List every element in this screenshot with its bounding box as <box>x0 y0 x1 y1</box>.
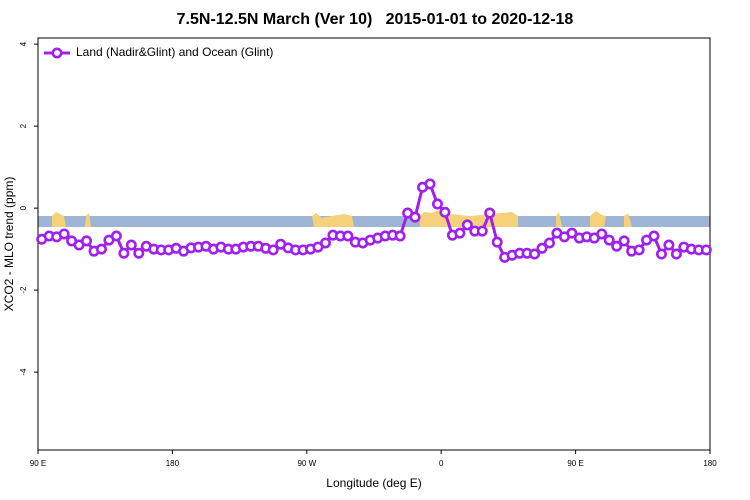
data-point <box>58 228 70 240</box>
data-point <box>700 244 712 256</box>
x-tick-label: 0 <box>439 459 444 468</box>
data-point <box>424 178 436 190</box>
legend-marker <box>51 47 63 59</box>
data-point <box>648 230 660 242</box>
data-point <box>543 237 555 249</box>
x-tick-label: 180 <box>703 459 717 468</box>
data-point <box>484 207 496 219</box>
data-point <box>110 230 122 242</box>
data-point <box>461 219 473 231</box>
data-point <box>536 242 548 254</box>
data-point <box>596 228 608 240</box>
data-point <box>125 239 137 251</box>
y-tick-label: -2 <box>19 286 28 294</box>
data-point <box>133 247 145 259</box>
data-point <box>439 206 451 218</box>
data-point <box>95 243 107 255</box>
data-point <box>454 227 466 239</box>
y-axis-label: XCO2 - MLO trend (ppm) <box>2 177 16 312</box>
data-point <box>409 211 421 223</box>
y-tick-label: 0 <box>19 205 28 210</box>
data-point <box>663 239 675 251</box>
legend-label: Land (Nadir&Glint) and Ocean (Glint) <box>76 45 273 59</box>
data-point <box>319 237 331 249</box>
data-point <box>431 198 443 210</box>
land-ocean-band <box>38 210 710 227</box>
y-tick-label: -4 <box>19 368 28 376</box>
x-axis-label: Longitude (deg E) <box>326 476 421 490</box>
data-point <box>566 227 578 239</box>
data-point <box>342 230 354 242</box>
data-point <box>267 244 279 256</box>
data-point <box>670 248 682 260</box>
chart-title: 7.5N-12.5N March (Ver 10) 2015-01-01 to … <box>177 11 574 28</box>
data-point <box>655 248 667 260</box>
x-tick-label: 180 <box>166 459 180 468</box>
data-point <box>611 240 623 252</box>
data-point <box>476 225 488 237</box>
data-point <box>491 236 503 248</box>
data-point <box>633 244 645 256</box>
x-tick-label: 90 W <box>297 459 316 468</box>
ocean-band <box>38 216 710 227</box>
data-point <box>603 234 615 246</box>
data-point <box>529 248 541 260</box>
data-point <box>618 235 630 247</box>
x-tick-label: 90 E <box>30 459 46 468</box>
plot-frame <box>37 37 711 451</box>
y-tick-label: 2 <box>19 123 28 128</box>
x-tick-label: 90 E <box>567 459 583 468</box>
y-tick-label: 4 <box>19 41 28 46</box>
data-point <box>81 235 93 247</box>
data-point <box>394 230 406 242</box>
data-point <box>118 247 130 259</box>
